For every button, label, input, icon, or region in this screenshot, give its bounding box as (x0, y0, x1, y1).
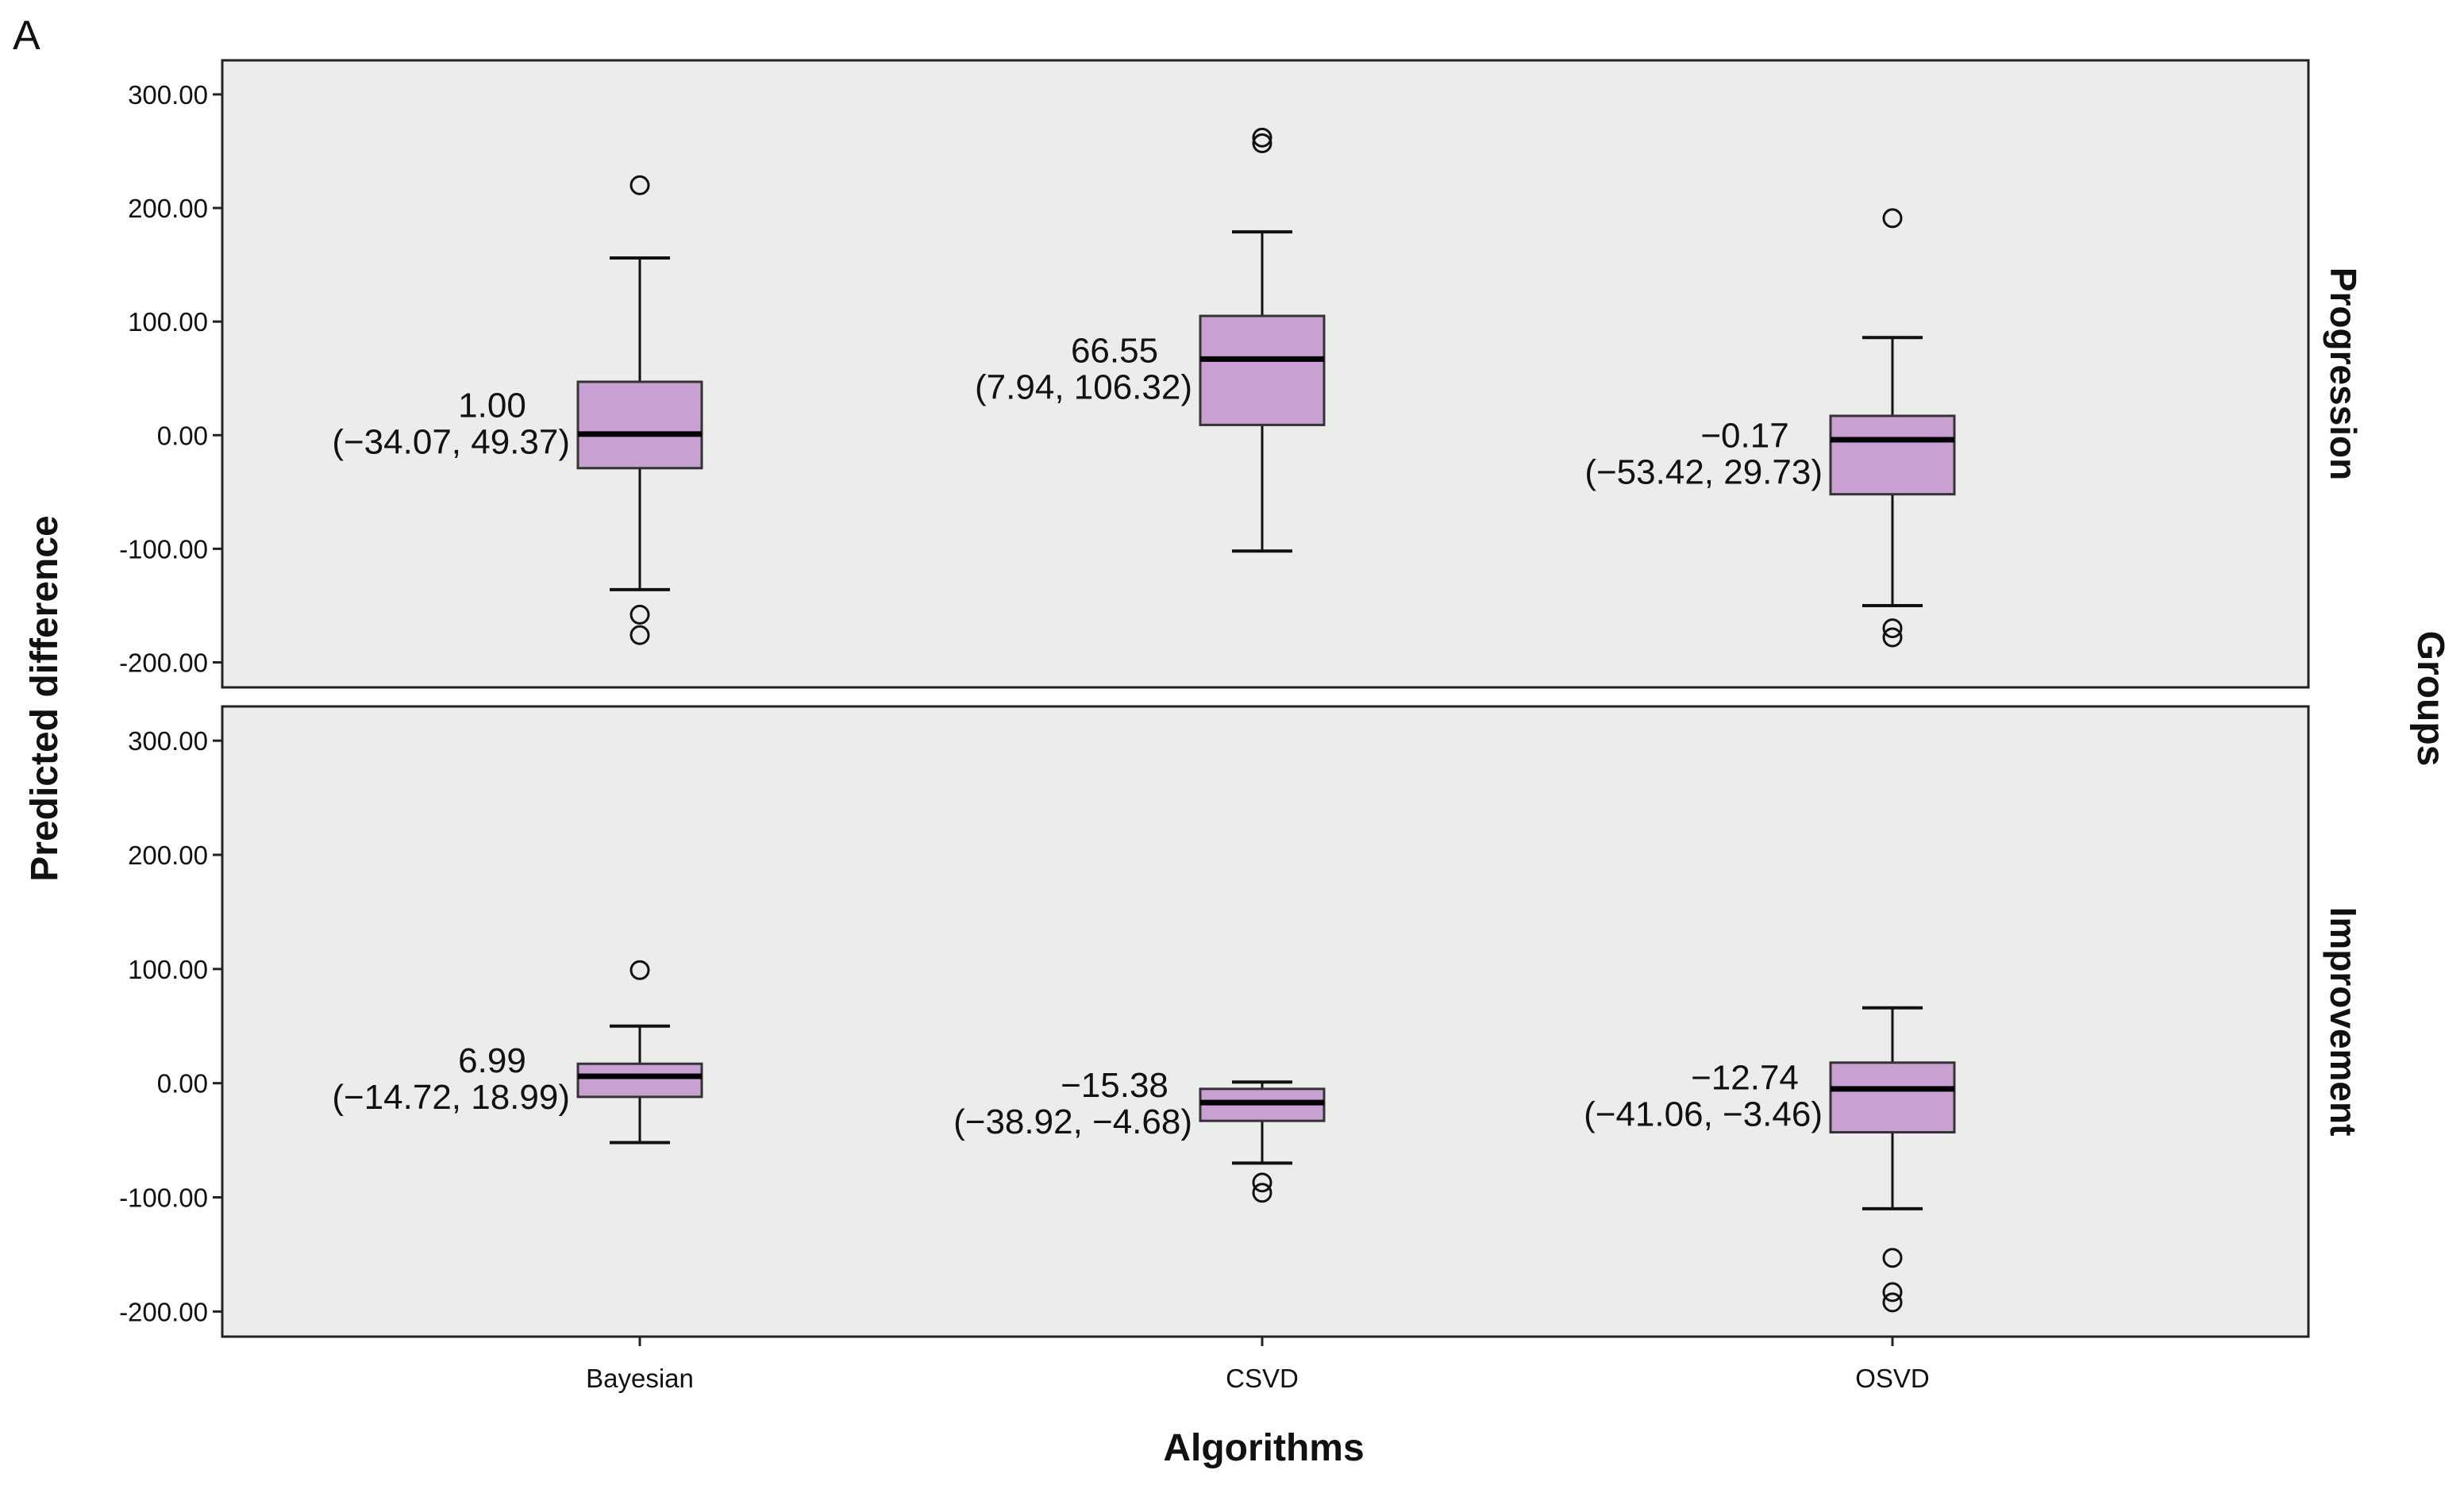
panel-improvement: 300.00 200.00 100.00 0.00 -100.00 -200.00 Impr… (119, 705, 2364, 1338)
panel-progression: 300.00 200.00 100.00 0.00 -100.00 -200.00 Prog… (119, 59, 2364, 689)
outlier-point (1882, 208, 1903, 229)
outlier-point (1882, 1282, 1903, 1303)
y-tick-label: 0.00 (157, 1069, 208, 1099)
annotation-median: 66.55 (1071, 332, 1158, 371)
annotation-median: 6.99 (458, 1041, 526, 1080)
box-csvd: −15.38(−38.92, −4.68) (953, 1066, 1326, 1203)
annotation-median: −15.38 (1061, 1066, 1168, 1105)
box-bayesian: 1.00(−34.07, 49.37) (332, 175, 703, 645)
outlier-point (1882, 1248, 1903, 1268)
y-tick-label: -200.00 (119, 1297, 208, 1326)
outlier-point (1882, 1292, 1903, 1313)
y-tick-label: 300.00 (128, 726, 208, 756)
facet-title: Groups (2409, 631, 2451, 767)
panel-background (221, 705, 2310, 1338)
x-tick-labels: Bayesian CSVD OSVD (586, 1337, 1930, 1393)
panel-letter: A (13, 13, 40, 59)
x-tick-label-bayesian: Bayesian (586, 1364, 694, 1393)
annotation-range: (−14.72, 18.99) (332, 1078, 570, 1117)
iqr-box (1829, 414, 1956, 496)
annotation-range: (−53.42, 29.73) (1584, 452, 1823, 491)
facet-label-improvement: Improvement (2323, 907, 2364, 1137)
y-tick-label: 100.00 (128, 955, 208, 984)
outlier-point (629, 960, 650, 980)
annotation-range: (7.94, 106.32) (975, 368, 1192, 407)
outlier-point (1252, 1172, 1272, 1193)
iqr-box (576, 1062, 703, 1099)
box-osvd: −0.17(−53.42, 29.73) (1584, 208, 1956, 648)
y-tick-label: 300.00 (128, 80, 208, 110)
iqr-box (1829, 1061, 1956, 1134)
facet-label-progression: Progression (2323, 267, 2364, 480)
outlier-point (1252, 127, 1272, 148)
y-tick-label: -100.00 (119, 1183, 208, 1213)
box-csvd: 66.55(7.94, 106.32) (975, 127, 1326, 553)
outlier-point (1882, 618, 1903, 639)
y-tick-label: 0.00 (157, 421, 208, 450)
annotation-range: (−41.06, −3.46) (1584, 1095, 1823, 1134)
y-tick-label: -200.00 (119, 648, 208, 678)
annotation-range: (−34.07, 49.37) (332, 422, 570, 461)
outlier-point (629, 604, 650, 625)
annotation-median: −0.17 (1700, 416, 1788, 455)
y-axis-title: Predicted difference (24, 515, 66, 881)
outlier-point (629, 175, 650, 195)
annotation-median: −12.74 (1691, 1059, 1799, 1098)
annotation-range: (−38.92, −4.68) (953, 1102, 1192, 1141)
x-tick-label-csvd: CSVD (1226, 1364, 1299, 1393)
y-tick-label: 200.00 (128, 841, 208, 870)
outlier-point (1252, 133, 1272, 153)
panels: 300.00 200.00 100.00 0.00 -100.00 -200.00 Prog… (119, 59, 2364, 1338)
x-axis-title: Algorithms (1163, 1427, 1364, 1469)
iqr-box (576, 380, 703, 470)
y-tick-label: -100.00 (119, 534, 208, 564)
x-tick-label-osvd: OSVD (1855, 1364, 1930, 1393)
y-tick-label: 200.00 (128, 194, 208, 223)
outlier-point (1252, 1183, 1272, 1203)
box-bayesian: 6.99(−14.72, 18.99) (332, 960, 703, 1145)
annotation-median: 1.00 (458, 386, 526, 425)
outlier-point (629, 625, 650, 645)
outlier-point (1882, 627, 1903, 648)
y-tick-label: 100.00 (128, 307, 208, 337)
box-osvd: −12.74(−41.06, −3.46) (1584, 1006, 1956, 1313)
iqr-box (1199, 314, 1326, 426)
